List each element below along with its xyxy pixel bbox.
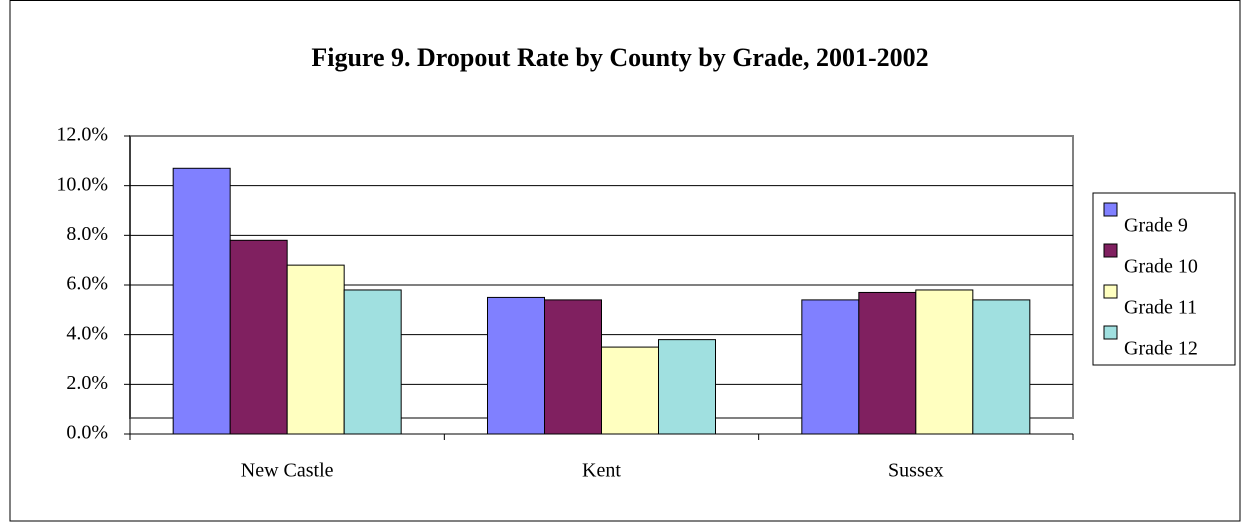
- y-tick-label: 4.0%: [66, 322, 108, 344]
- bar: [343, 289, 402, 435]
- legend-swatch: [1103, 284, 1118, 299]
- y-tick-label: 0.0%: [66, 422, 108, 444]
- legend-label: Grade 9: [1124, 215, 1188, 237]
- legend-label: Grade 10: [1124, 256, 1198, 278]
- bar: [544, 299, 602, 435]
- bar: [172, 167, 231, 435]
- bar: [601, 346, 659, 435]
- bar: [801, 299, 860, 435]
- chart-title: Figure 9. Dropout Rate by County by Grad…: [311, 43, 928, 72]
- bar: [658, 339, 716, 435]
- bar: [972, 299, 1031, 435]
- legend-swatch: [1103, 243, 1118, 258]
- y-tick-label: 6.0%: [66, 273, 108, 295]
- legend-swatch: [1103, 202, 1118, 217]
- bar: [858, 291, 917, 435]
- bar: [487, 296, 545, 435]
- y-tick-label: 8.0%: [66, 223, 108, 245]
- x-tick-label: Sussex: [888, 460, 944, 482]
- legend-label: Grade 12: [1124, 338, 1198, 360]
- x-tick-label: Kent: [582, 460, 621, 482]
- bar: [286, 264, 345, 435]
- x-tick-label: New Castle: [241, 460, 334, 482]
- y-tick-label: 10.0%: [56, 173, 108, 195]
- bar: [915, 289, 974, 435]
- bar: [229, 239, 288, 435]
- y-tick-label: 2.0%: [66, 372, 108, 394]
- y-tick-label: 12.0%: [56, 124, 108, 146]
- legend-swatch: [1103, 325, 1118, 340]
- legend-label: Grade 11: [1124, 297, 1197, 319]
